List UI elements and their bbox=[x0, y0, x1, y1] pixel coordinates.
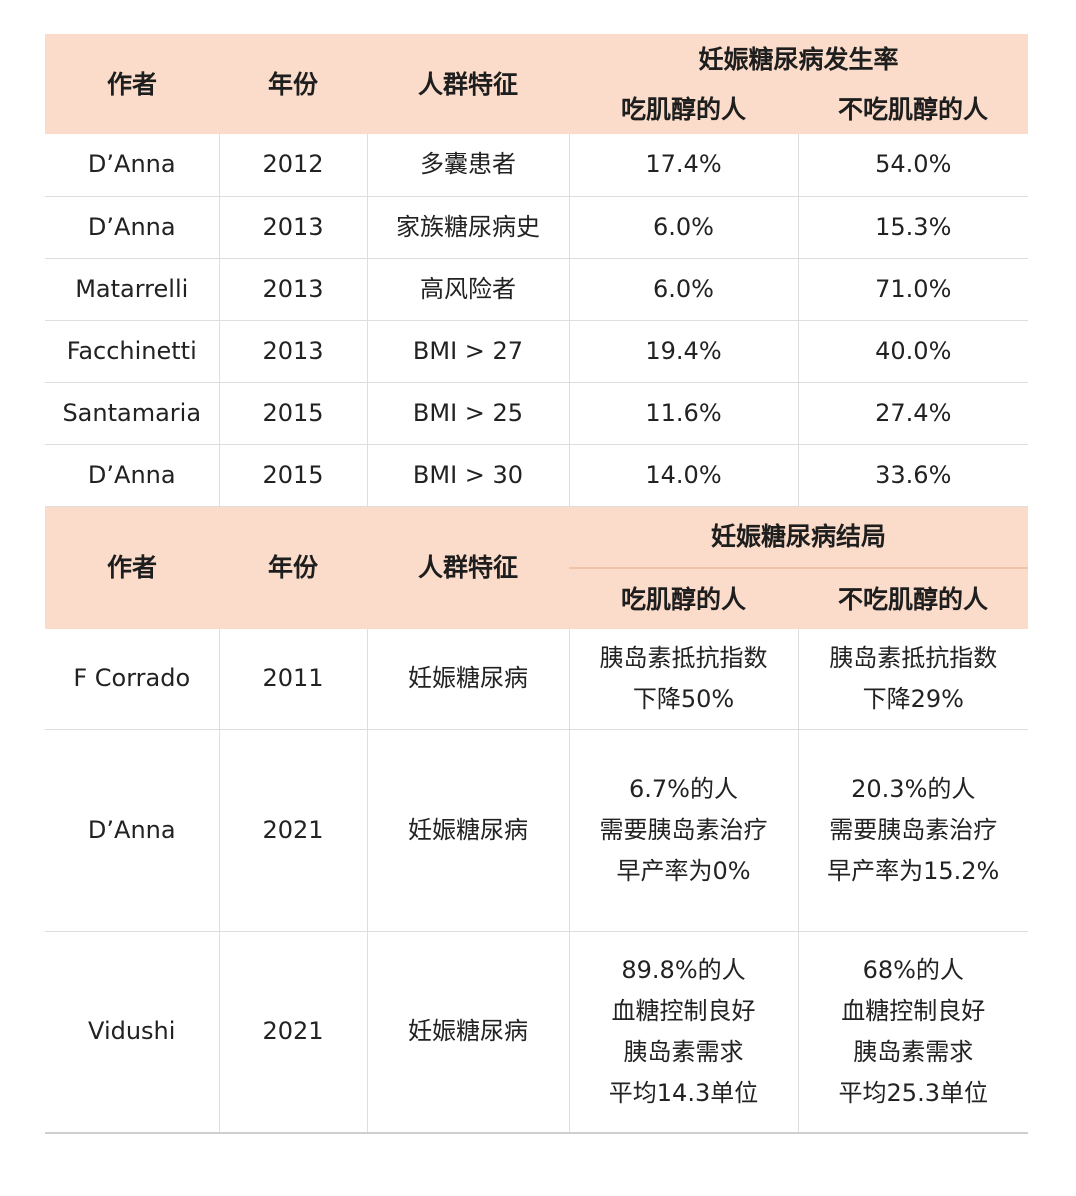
table1-cell-population: 高风险者 bbox=[367, 258, 570, 321]
table2-cell-without: 20.3%的人 需要胰岛素治疗 早产率为15.2% bbox=[798, 729, 1029, 932]
table1-header-with: 吃肌醇的人 bbox=[569, 84, 798, 134]
table1-row: D’Anna 2013 家族糖尿病史 6.0% 15.3% bbox=[45, 196, 1029, 259]
table1-cell-with: 6.0% bbox=[569, 258, 799, 321]
table2-cell-line: 胰岛素抵抗指数 bbox=[829, 643, 998, 672]
table1-cell-author: D’Anna bbox=[45, 196, 220, 259]
table1-cell-population: BMI > 30 bbox=[367, 444, 570, 507]
table2-cell-author: F Corrado bbox=[45, 629, 220, 730]
table1-cell-with: 11.6% bbox=[569, 382, 799, 445]
table2-header-author: 作者 bbox=[45, 506, 219, 629]
table1-header-year: 年份 bbox=[219, 34, 367, 134]
table2-cell-author: D’Anna bbox=[45, 729, 220, 932]
table1-header-row-2: 吃肌醇的人 不吃肌醇的人 bbox=[45, 84, 1029, 134]
table1-row: D’Anna 2012 多囊患者 17.4% 54.0% bbox=[45, 134, 1029, 197]
table2-cell-with: 6.7%的人需要胰岛素治疗 早产率为0% bbox=[569, 729, 799, 932]
table1-cell-with: 14.0% bbox=[569, 444, 799, 507]
table2-cell-population: 妊娠糖尿病 bbox=[367, 931, 570, 1134]
table1-cell-population: 家族糖尿病史 bbox=[367, 196, 570, 259]
table2-cell-line: 血糖控制良好 bbox=[841, 996, 986, 1025]
table1-row: Santamaria 2015 BMI > 25 11.6% 27.4% bbox=[45, 382, 1029, 445]
table1-row: Facchinetti 2013 BMI > 27 19.4% 40.0% bbox=[45, 320, 1029, 383]
table1-cell-without: 71.0% bbox=[798, 258, 1029, 321]
table2-cell-line: 平均25.3单位 bbox=[838, 1078, 988, 1107]
table1-cell-with: 6.0% bbox=[569, 196, 799, 259]
table2-row: D’Anna 2021 妊娠糖尿病 6.7%的人 需要胰岛素治疗 早产率为0% 20.3%的… bbox=[45, 729, 1029, 932]
table1-header-group: 妊娠糖尿病发生率 bbox=[569, 34, 1029, 84]
table2-cell-population: 妊娠糖尿病 bbox=[367, 629, 570, 730]
table2-header-with: 吃肌醇的人 bbox=[569, 568, 798, 629]
table1-cell-with: 17.4% bbox=[569, 134, 799, 197]
table2-header-row-1: 作者 年份 人群特征 妊娠糖尿病结局 bbox=[45, 506, 1029, 629]
table2-cell-line: 68%的人 bbox=[862, 955, 964, 984]
table1-cell-without: 54.0% bbox=[798, 134, 1029, 197]
table1-cell-with: 19.4% bbox=[569, 320, 799, 383]
table2-cell-year: 2021 bbox=[219, 931, 368, 1134]
table2-cell-author: Vidushi bbox=[45, 931, 220, 1134]
table2-cell-with: 胰岛素抵抗指数 下降50% bbox=[569, 629, 799, 730]
table2-cell-year: 2011 bbox=[219, 629, 368, 730]
study-table-container: 作者 年份 人群特征 妊娠糖尿病发生率 吃肌醇的人 不吃肌醇的人 D’Anna 2… bbox=[45, 34, 1029, 1134]
table1-cell-without: 33.6% bbox=[798, 444, 1029, 507]
table2-cell-with: 89.8%的人 血糖控制良好 胰岛素需求平均14.3单位 bbox=[569, 931, 799, 1134]
table2-cell-line: 胰岛素需求 bbox=[623, 1037, 744, 1066]
study-table: 作者 年份 人群特征 妊娠糖尿病发生率 吃肌醇的人 不吃肌醇的人 D’Anna 2… bbox=[45, 34, 1029, 1134]
table1-cell-year: 2015 bbox=[219, 382, 368, 445]
table1-header-author: 作者 bbox=[45, 34, 219, 134]
table2-cell-line: 20.3%的人 bbox=[851, 774, 976, 803]
table2-cell-line: 6.7%的人 bbox=[629, 774, 738, 803]
table1-header-without: 不吃肌醇的人 bbox=[798, 84, 1029, 134]
table1-header-population: 人群特征 bbox=[367, 34, 569, 134]
table1-cell-population: BMI > 27 bbox=[367, 320, 570, 383]
table2-cell-line: 需要胰岛素治疗 bbox=[599, 815, 768, 844]
table1-row: Matarrelli 2013 高风险者 6.0% 71.0% bbox=[45, 258, 1029, 321]
table1-cell-year: 2015 bbox=[219, 444, 368, 507]
table1-header-row-1: 作者 年份 人群特征 妊娠糖尿病发生率 bbox=[45, 34, 1029, 134]
table1-cell-year: 2013 bbox=[219, 258, 368, 321]
table2-header-row-2: 吃肌醇的人 不吃肌醇的人 bbox=[45, 568, 1029, 629]
table2-row: Vidushi 2021 妊娠糖尿病 89.8%的人 血糖控制良好 胰岛素需求 平均14.3… bbox=[45, 931, 1029, 1134]
table2-cell-year: 2021 bbox=[219, 729, 368, 932]
table1-row: D’Anna 2015 BMI > 30 14.0% 33.6% bbox=[45, 444, 1029, 507]
table1-cell-without: 15.3% bbox=[798, 196, 1029, 259]
table2-row: F Corrado 2011 妊娠糖尿病 胰岛素抵抗指数 下降50% 胰岛素抵抗指数 下降2… bbox=[45, 629, 1029, 730]
table2-header-population: 人群特征 bbox=[367, 506, 569, 629]
table2-cell-line: 下降50% bbox=[632, 684, 735, 713]
table2-cell-line: 下降29% bbox=[862, 684, 964, 713]
table2-cell-line: 平均14.3单位 bbox=[608, 1078, 759, 1107]
table2-cell-without: 68%的人血糖控制良好 胰岛素需求平均25.3单位 bbox=[798, 931, 1029, 1134]
table1-cell-year: 2013 bbox=[219, 196, 368, 259]
table2-cell-line: 89.8%的人 bbox=[621, 955, 746, 984]
table2-header-year: 年份 bbox=[219, 506, 367, 629]
table1-cell-without: 40.0% bbox=[798, 320, 1029, 383]
table2-cell-without: 胰岛素抵抗指数 下降29% bbox=[798, 629, 1029, 730]
table2-cell-line: 胰岛素抵抗指数 bbox=[599, 643, 768, 672]
table2-cell-population: 妊娠糖尿病 bbox=[367, 729, 570, 932]
table1-cell-author: D’Anna bbox=[45, 134, 220, 197]
table2-header-group: 妊娠糖尿病结局 bbox=[569, 506, 1029, 569]
table2-cell-line: 早产率为0% bbox=[616, 856, 751, 885]
table2-cell-line: 需要胰岛素治疗 bbox=[829, 815, 998, 844]
table1-cell-year: 2013 bbox=[219, 320, 368, 383]
table2-header-without: 不吃肌醇的人 bbox=[798, 568, 1029, 629]
table1-cell-without: 27.4% bbox=[798, 382, 1029, 445]
table1-cell-population: 多囊患者 bbox=[367, 134, 570, 197]
table1-cell-author: Santamaria bbox=[45, 382, 220, 445]
table1-cell-author: Facchinetti bbox=[45, 320, 220, 383]
table1-cell-author: Matarrelli bbox=[45, 258, 220, 321]
table2-cell-line: 早产率为15.2% bbox=[827, 856, 1000, 885]
table1-cell-year: 2012 bbox=[219, 134, 368, 197]
table2-cell-line: 血糖控制良好 bbox=[611, 996, 756, 1025]
table1-cell-population: BMI > 25 bbox=[367, 382, 570, 445]
table2-cell-line: 胰岛素需求 bbox=[853, 1037, 974, 1066]
table1-cell-author: D’Anna bbox=[45, 444, 220, 507]
